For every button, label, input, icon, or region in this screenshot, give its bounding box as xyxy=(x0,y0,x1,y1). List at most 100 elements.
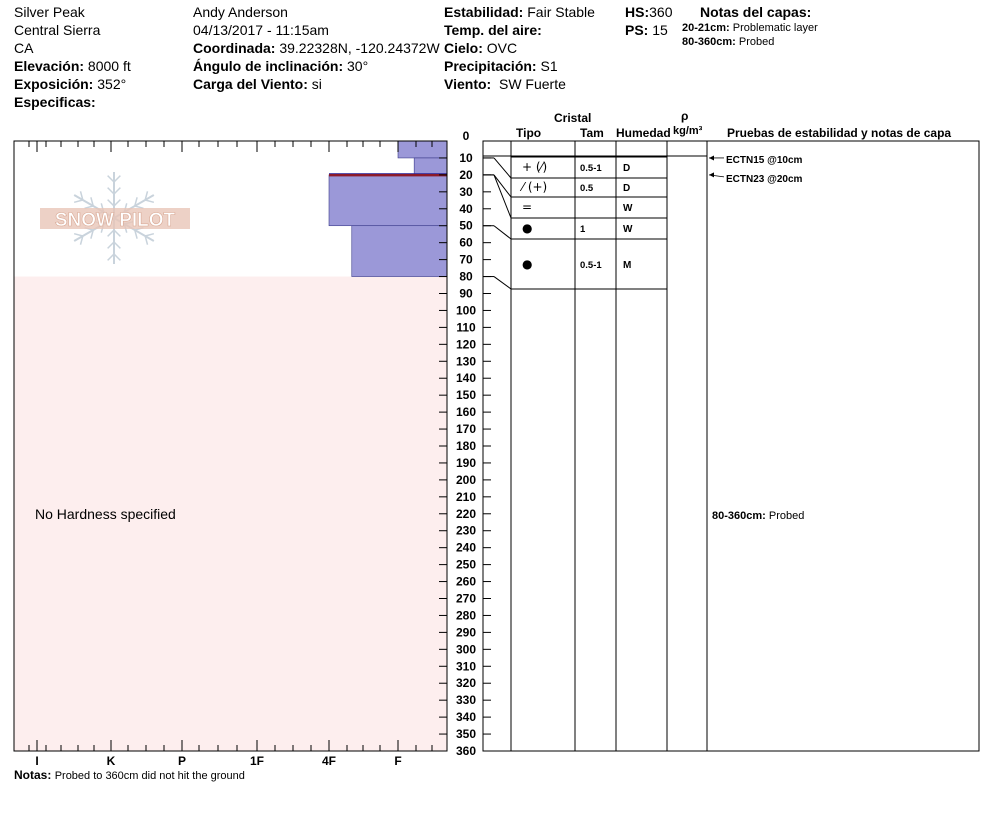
depth-connector xyxy=(493,225,512,240)
depth-label: 200 xyxy=(456,473,476,487)
snowflake-branch xyxy=(107,175,115,183)
layer-note-range: 20-21cm: xyxy=(682,22,730,34)
snowflake-branch xyxy=(113,253,121,261)
test-arrow xyxy=(709,172,714,178)
moisture: D xyxy=(623,163,630,174)
hs-value: 360 xyxy=(649,4,673,20)
depth-label: 250 xyxy=(456,558,476,572)
observation-datetime: 04/13/2017 - 11:15am xyxy=(193,22,329,38)
crystal-type: = xyxy=(522,200,532,214)
wind-value: SW Fuerte xyxy=(498,76,566,92)
snowflake-branch xyxy=(144,232,155,237)
snowflake-branch xyxy=(113,229,121,237)
specifics-label: Especificas: xyxy=(14,94,96,110)
depth-connector xyxy=(493,157,512,179)
depth-label: 20 xyxy=(459,168,473,182)
depth-label: 330 xyxy=(456,693,476,707)
col-moisture: Humedad xyxy=(616,126,671,140)
crystal-type: ● xyxy=(522,221,532,235)
depth-label: 260 xyxy=(456,575,476,589)
depth-label: 340 xyxy=(456,710,476,724)
wind-load-label: Carga del Viento: xyxy=(193,76,308,92)
coord-label: Coordinada: xyxy=(193,40,276,56)
incline: Ángulo de inclinación: 30° xyxy=(193,57,368,75)
col-crystal: Cristal xyxy=(554,111,592,125)
depth-label: 140 xyxy=(456,371,476,385)
hardness-axis-label: F xyxy=(394,754,401,768)
observer-name: Andy Anderson xyxy=(193,4,288,20)
wind-load-value: si xyxy=(311,76,322,92)
snowflake-branch xyxy=(79,191,84,201)
wind-load: Carga del Viento: si xyxy=(193,75,322,93)
depth-label: 90 xyxy=(459,287,473,301)
logo-text: SNOW PILOT xyxy=(55,210,176,231)
depth-label: 80 xyxy=(459,270,473,284)
precipitation: Precipitación: S1 xyxy=(444,57,558,75)
hardness-axis-label: P xyxy=(178,754,186,768)
depth-label: 50 xyxy=(459,219,473,233)
depth-label: 170 xyxy=(456,422,476,436)
range-note-range: 80-360cm: xyxy=(712,510,769,522)
snowflake-branch xyxy=(107,253,115,261)
snowflake-branch xyxy=(107,187,115,195)
depth-label: 100 xyxy=(456,303,476,317)
depth-label: 290 xyxy=(456,625,476,639)
depth-label: 150 xyxy=(456,388,476,402)
crystal-type: ⁄ (+) xyxy=(519,180,547,194)
depth-label: 70 xyxy=(459,253,473,267)
crystal-type: ● xyxy=(522,257,532,271)
air-temp-label: Temp. del aire: xyxy=(444,22,542,38)
depth-label: 240 xyxy=(456,541,476,555)
aspect: Exposición: 352° xyxy=(14,75,126,93)
coord-value: 39.22328N, -120.24372W xyxy=(279,40,440,56)
snowflake-branch xyxy=(107,241,115,249)
depth-label: 10 xyxy=(459,151,473,165)
snowflake-branch xyxy=(144,191,149,201)
notes-label: Notas: xyxy=(14,768,52,782)
hardness-axis-label: I xyxy=(35,754,38,768)
precip-label: Precipitación: xyxy=(444,58,537,74)
hardness-bar xyxy=(328,174,448,227)
moisture: D xyxy=(623,183,630,194)
notes-text: Probed to 360cm did not hit the ground xyxy=(54,770,245,782)
ps: PS: 15 xyxy=(625,21,668,39)
col-rho: ρ xyxy=(681,109,689,123)
depth-label: 220 xyxy=(456,507,476,521)
no-hardness-note: No Hardness specified xyxy=(35,506,176,522)
depth-label: 210 xyxy=(456,490,476,504)
col-type: Tipo xyxy=(516,126,542,140)
coordinates: Coordinada: 39.22328N, -120.24372W xyxy=(193,39,440,57)
depth-label: 130 xyxy=(456,354,476,368)
depth-label: 180 xyxy=(456,439,476,453)
snowflake-branch xyxy=(107,229,115,237)
logo-band xyxy=(40,208,190,229)
snowflake-branch xyxy=(113,241,121,249)
stability-test: ECTN23 @20cm xyxy=(726,174,803,185)
range-note-text: Probed xyxy=(769,510,804,522)
layer-note-text: Problematic layer xyxy=(732,22,818,34)
depth-label: 310 xyxy=(456,659,476,673)
depth-label: 280 xyxy=(456,608,476,622)
depth-label: 190 xyxy=(456,456,476,470)
hs: HS:360 xyxy=(625,3,672,21)
crystal-size: 0.5-1 xyxy=(580,163,602,174)
stability-value: Fair Stable xyxy=(527,4,595,20)
snowflake-branch xyxy=(90,197,94,207)
snowpilot-logo: SNOW PILOT xyxy=(40,172,190,264)
hs-label: HS: xyxy=(625,4,650,20)
depth-label: 270 xyxy=(456,592,476,606)
snowflake-branch xyxy=(144,235,149,245)
precip-value: S1 xyxy=(540,58,558,74)
test-arrow xyxy=(709,155,714,161)
moisture: W xyxy=(623,203,633,214)
depth-label: 120 xyxy=(456,337,476,351)
col-tests: Pruebas de estabilidad y notas de capa xyxy=(727,126,952,140)
snowflake-branch xyxy=(134,197,138,207)
range-name: Central Sierra xyxy=(14,22,101,38)
hardness-axis-label: 4F xyxy=(322,754,336,768)
hardness-bar xyxy=(413,157,448,176)
layer-note-range: 80-360cm: xyxy=(682,36,736,48)
hardness-bar xyxy=(351,225,448,277)
depth-label: 300 xyxy=(456,642,476,656)
